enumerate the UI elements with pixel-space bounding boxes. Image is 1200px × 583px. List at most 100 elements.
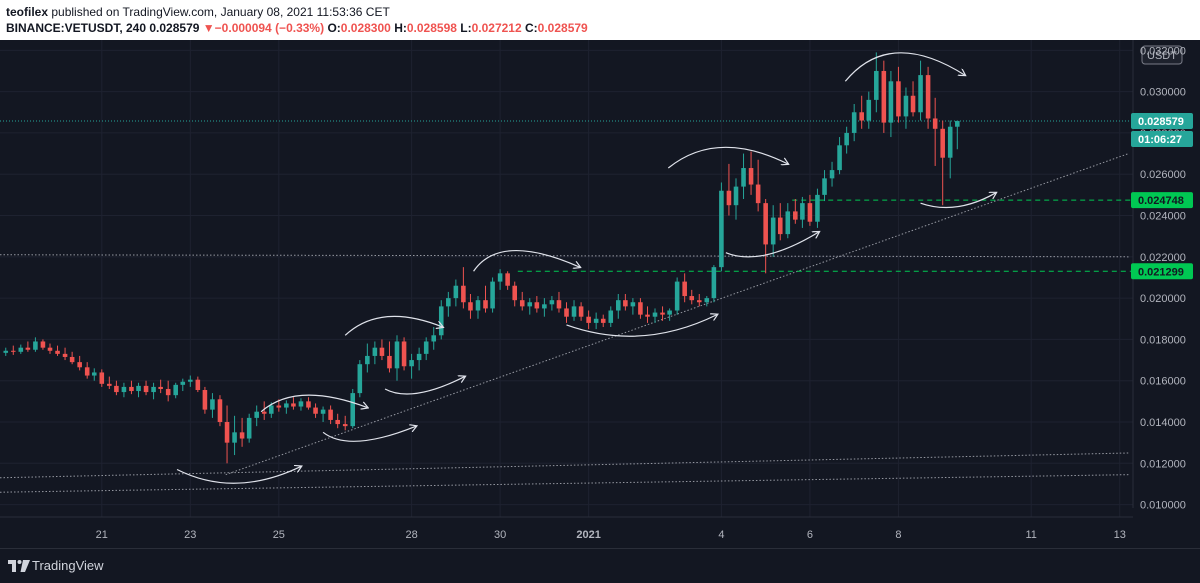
- candle: [593, 312, 599, 330]
- candle: [564, 302, 569, 323]
- candle-body: [387, 355, 392, 369]
- symbol-label[interactable]: BINANCE:VETUSDT, 240: [6, 21, 147, 35]
- x-tick-label: 28: [405, 529, 417, 541]
- y-tick-label: 0.026000: [1140, 169, 1186, 181]
- candle-body: [645, 314, 650, 317]
- candle-body: [497, 273, 503, 282]
- candle: [586, 310, 591, 330]
- author-name[interactable]: teofilex: [6, 5, 49, 19]
- open-value: 0.028300: [340, 21, 391, 35]
- x-tick-label: 4: [718, 529, 724, 541]
- candle: [107, 376, 112, 389]
- candle-body: [608, 310, 614, 323]
- candle: [453, 279, 459, 307]
- candle: [874, 52, 879, 113]
- candle: [519, 291, 525, 311]
- candle: [556, 291, 562, 313]
- candle-body: [741, 168, 746, 187]
- price-change: −0.000094 (−0.33%): [214, 21, 325, 35]
- candle-body: [246, 417, 252, 439]
- candle: [549, 296, 555, 311]
- candle-body: [99, 372, 105, 384]
- candle-body: [40, 341, 46, 348]
- candle-body: [866, 99, 872, 121]
- level-tag-bg: [1131, 263, 1193, 280]
- candle: [306, 397, 311, 410]
- candle-body: [947, 126, 953, 158]
- candle: [733, 178, 739, 220]
- candle: [365, 343, 370, 373]
- candle: [571, 300, 577, 321]
- candle: [932, 97, 938, 166]
- candle: [121, 382, 127, 398]
- close-label: C:: [525, 21, 538, 35]
- candle: [600, 314, 606, 328]
- low-label: L:: [460, 21, 472, 35]
- candle: [770, 205, 776, 257]
- last-price-tag-bg: [1131, 112, 1193, 129]
- candle: [151, 382, 156, 400]
- candle: [217, 395, 223, 427]
- candle: [254, 405, 259, 427]
- candle: [837, 137, 842, 175]
- candle-body: [232, 432, 237, 443]
- footer-brand[interactable]: TradingView: [32, 558, 104, 573]
- candle-body: [129, 386, 134, 392]
- candle-body: [121, 386, 127, 393]
- candle-body: [328, 409, 333, 420]
- countdown-tag-bg: [1131, 130, 1193, 147]
- tradingview-logo-icon[interactable]: [8, 558, 30, 572]
- candle-body: [423, 341, 429, 354]
- candle-body: [291, 403, 296, 407]
- candle-body: [136, 385, 141, 392]
- candle: [335, 413, 340, 429]
- candle-body: [446, 298, 451, 307]
- y-tick-label: 0.024000: [1140, 211, 1186, 223]
- candle: [136, 382, 141, 398]
- candle-body: [298, 401, 304, 407]
- candle-body: [320, 409, 326, 414]
- candle: [350, 388, 356, 429]
- candle: [328, 405, 333, 425]
- candle: [815, 188, 820, 228]
- candle: [497, 269, 503, 290]
- candle-body: [851, 112, 857, 133]
- candle: [689, 289, 695, 305]
- x-tick-label: 11: [1025, 529, 1036, 541]
- candle: [719, 182, 724, 272]
- annotation-arrow: [260, 394, 367, 413]
- currency-badge[interactable]: [1141, 45, 1183, 65]
- candle-body: [910, 95, 916, 113]
- candle: [372, 341, 378, 365]
- candle-body: [107, 383, 112, 386]
- time-axis[interactable]: 21 23 25 28 30 2021 4 6 8 11 13: [0, 516, 1133, 541]
- candle: [158, 379, 163, 394]
- candle: [298, 398, 304, 411]
- candle: [431, 327, 437, 350]
- candle-body: [711, 267, 717, 299]
- candle: [18, 344, 24, 354]
- candle-body: [143, 385, 149, 393]
- candle-body: [313, 407, 318, 414]
- candle: [99, 369, 105, 387]
- price-chart[interactable]: USDT 0.010000 0.012000 0.014000 0.016000 0.0…: [0, 40, 1200, 548]
- candle: [77, 355, 82, 371]
- candle-body: [586, 316, 591, 323]
- candle: [10, 345, 16, 355]
- candle: [674, 277, 680, 315]
- candle-body: [335, 419, 340, 425]
- candle-body: [33, 341, 38, 350]
- candle: [578, 302, 584, 321]
- annotation-arrow: [667, 146, 787, 169]
- candle-body: [726, 190, 732, 206]
- candle: [638, 298, 643, 319]
- candle: [785, 203, 791, 239]
- candle: [844, 126, 849, 154]
- candle-body: [918, 75, 923, 113]
- candle-body: [696, 300, 702, 303]
- candle-body: [269, 405, 274, 414]
- countdown-tag: 01:06:27: [1138, 134, 1182, 146]
- candle-body: [940, 128, 945, 158]
- candle: [284, 400, 289, 414]
- candle-body: [859, 112, 864, 121]
